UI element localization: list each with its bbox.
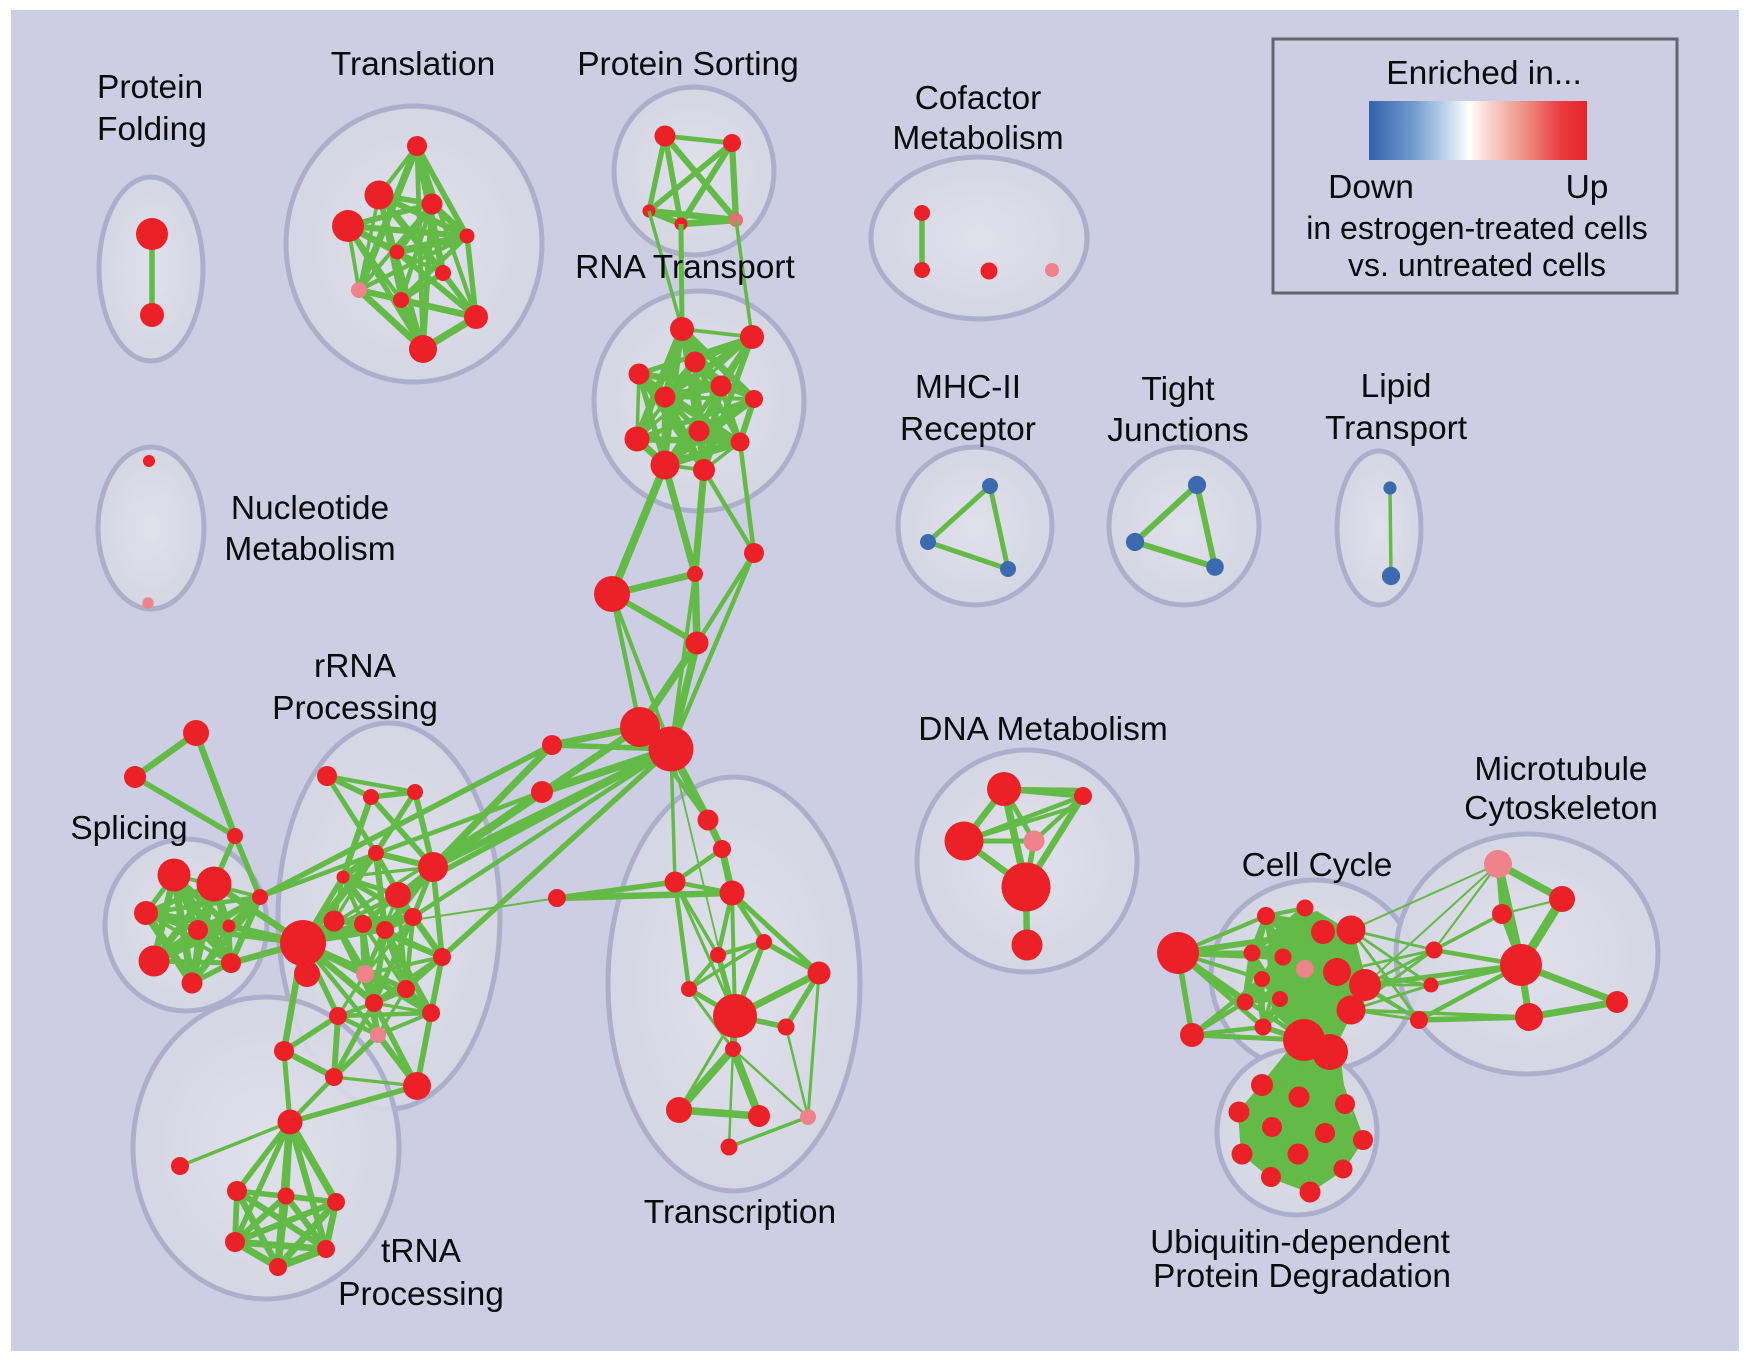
svg-text:Junctions: Junctions	[1107, 412, 1249, 449]
svg-text:Nucleotide: Nucleotide	[231, 490, 389, 527]
svg-text:Protein Degradation: Protein Degradation	[1153, 1258, 1451, 1295]
svg-text:Protein: Protein	[97, 69, 203, 106]
svg-text:Metabolism: Metabolism	[892, 120, 1063, 157]
svg-text:in estrogen-treated cells: in estrogen-treated cells	[1306, 210, 1648, 246]
svg-text:Cell Cycle: Cell Cycle	[1242, 847, 1393, 884]
svg-text:Receptor: Receptor	[900, 411, 1036, 448]
svg-text:Transcription: Transcription	[644, 1194, 836, 1231]
svg-text:Transport: Transport	[1325, 410, 1468, 447]
svg-text:Processing: Processing	[272, 690, 438, 727]
svg-text:MHC-II: MHC-II	[915, 369, 1021, 406]
svg-text:Down: Down	[1328, 169, 1414, 206]
svg-text:Splicing: Splicing	[70, 810, 187, 847]
svg-text:Translation: Translation	[331, 46, 495, 83]
svg-text:DNA Metabolism: DNA Metabolism	[918, 711, 1167, 748]
svg-text:Folding: Folding	[97, 111, 207, 148]
svg-text:Cofactor: Cofactor	[915, 80, 1042, 117]
svg-text:Ubiquitin-dependent: Ubiquitin-dependent	[1150, 1224, 1451, 1261]
svg-text:vs. untreated cells: vs. untreated cells	[1348, 247, 1606, 283]
svg-text:Cytoskeleton: Cytoskeleton	[1464, 790, 1658, 827]
svg-text:Enriched in...: Enriched in...	[1386, 55, 1582, 92]
svg-text:rRNA: rRNA	[314, 648, 397, 685]
svg-text:Lipid: Lipid	[1361, 368, 1432, 405]
svg-text:Tight: Tight	[1141, 371, 1215, 408]
svg-text:Up: Up	[1566, 169, 1609, 206]
svg-text:Metabolism: Metabolism	[224, 531, 395, 568]
svg-text:tRNA: tRNA	[381, 1233, 462, 1270]
svg-text:Protein Sorting: Protein Sorting	[577, 46, 799, 83]
svg-text:Processing: Processing	[338, 1276, 504, 1313]
svg-text:RNA Transport: RNA Transport	[575, 249, 795, 286]
svg-text:Microtubule: Microtubule	[1474, 751, 1647, 788]
